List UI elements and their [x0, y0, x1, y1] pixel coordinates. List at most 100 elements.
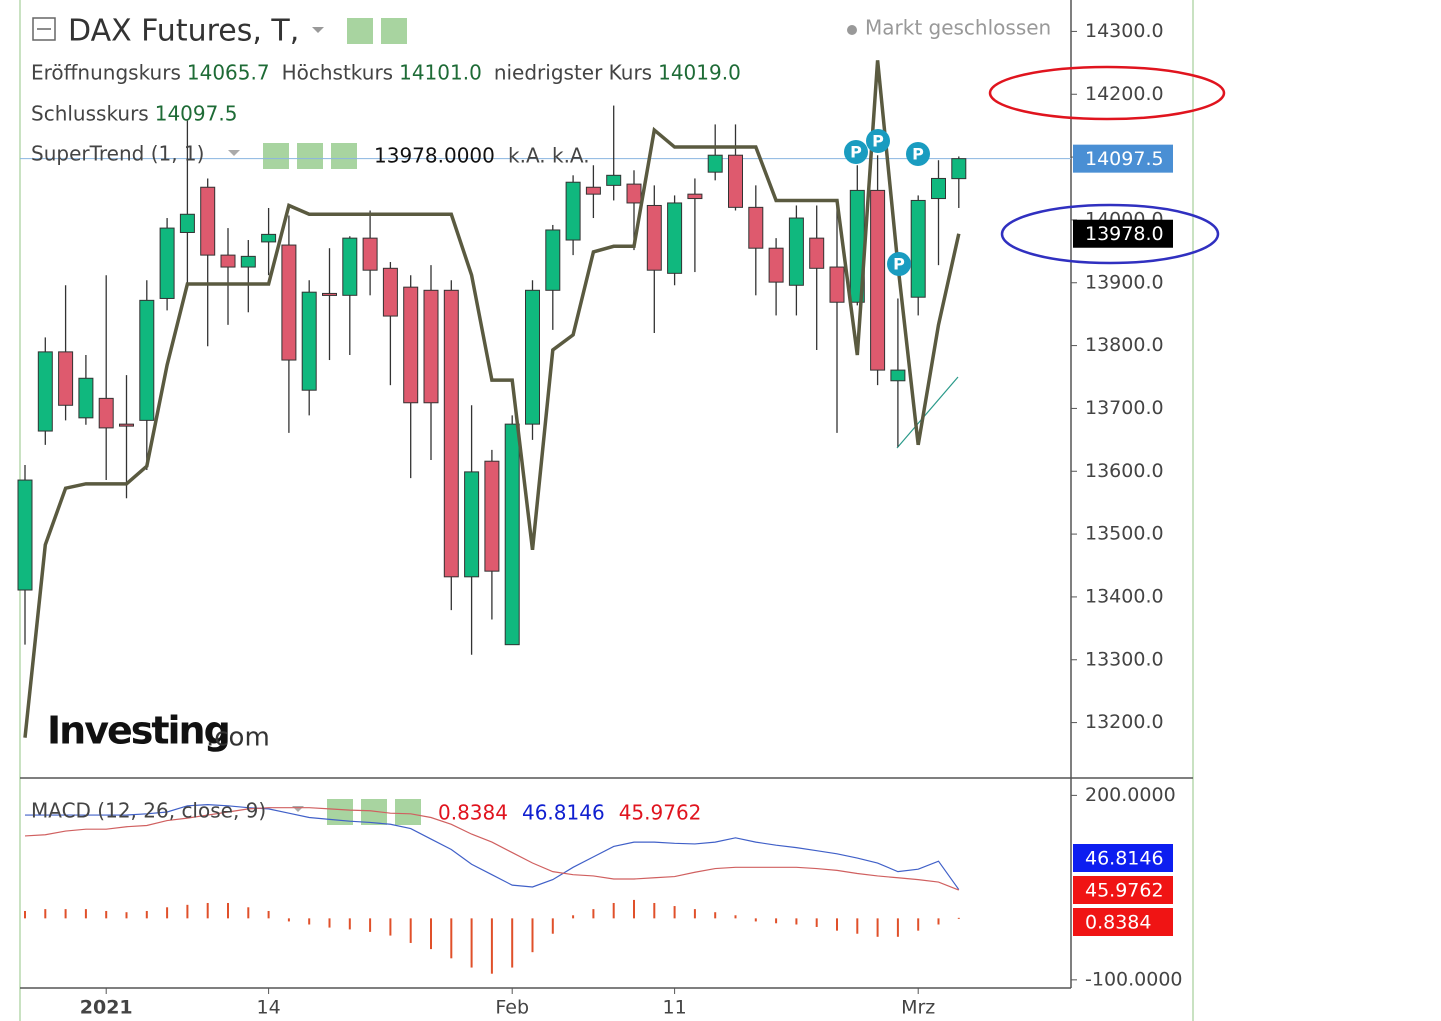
x-tick-label: 14: [257, 997, 281, 1019]
histogram-bar: [815, 918, 818, 927]
candle-body: [382, 267, 398, 317]
price-tag-label: 14097.5: [1085, 148, 1164, 170]
dropdown-arrow[interactable]: [228, 150, 240, 156]
candle-body: [98, 397, 114, 429]
y-tick-label: 13900.0: [1085, 271, 1164, 293]
remove-icon[interactable]: [331, 143, 357, 169]
watermark: Investing: [47, 709, 229, 753]
histogram-bar: [450, 918, 453, 959]
price-tag: [1073, 219, 1173, 248]
candle-body: [829, 266, 845, 303]
settings-icon[interactable]: [297, 143, 323, 169]
legend-value: 14101.0: [399, 61, 482, 85]
legend-value: 14065.7: [187, 61, 270, 85]
histogram-bar: [64, 909, 67, 919]
histogram-bar: [572, 915, 575, 919]
eye-icon[interactable]: [263, 143, 289, 169]
candle-body: [322, 292, 337, 296]
candle-body: [707, 154, 723, 173]
candle-body: [768, 247, 784, 283]
histogram-bar: [267, 910, 270, 919]
histogram-bar: [490, 918, 493, 974]
legend-value: 14097.5: [155, 102, 238, 126]
candle-body: [37, 351, 53, 432]
legend-label: niedrigster Kurs: [494, 61, 652, 85]
candle-body: [139, 299, 155, 421]
histogram-bar: [612, 902, 615, 919]
histogram-bar: [754, 918, 757, 922]
y-tick-label: 13500.0: [1085, 523, 1164, 545]
watermark: .com: [206, 723, 270, 753]
indicator-extra: k.A. k.A.: [508, 144, 590, 168]
histogram-bar: [633, 899, 635, 919]
histogram-bar: [693, 909, 696, 919]
candle-body: [179, 213, 195, 233]
status-dot: [847, 25, 857, 35]
y-tick-label: 13400.0: [1085, 585, 1164, 607]
legend-value: 46.8146: [522, 801, 605, 825]
candle-body: [362, 237, 378, 271]
histogram-bar: [389, 918, 392, 936]
candle-body: [504, 423, 520, 646]
highlight-ellipse: [988, 65, 1226, 121]
legend-value: 14019.0: [658, 61, 741, 85]
collapse-icon[interactable]: [32, 17, 56, 41]
candle-body: [565, 181, 581, 241]
dropdown-arrow[interactable]: [292, 806, 304, 812]
x-tick-label: Mrz: [901, 997, 935, 1019]
legend-value: 45.9762: [619, 801, 702, 825]
pivot-marker-letter: P: [850, 143, 862, 162]
candle-body: [78, 377, 94, 419]
price-tag-label: 46.8146: [1085, 848, 1164, 870]
price-tag-label: 13978.0: [1085, 223, 1164, 245]
candle-body: [464, 471, 480, 578]
histogram-bar: [247, 907, 250, 919]
legend-label: Schlusskurs: [31, 102, 149, 126]
histogram-bar: [937, 918, 940, 925]
candle-body: [17, 479, 33, 591]
histogram-bar: [511, 918, 514, 968]
histogram-bar: [348, 918, 351, 930]
x-tick-label: 11: [663, 997, 687, 1019]
histogram-bar: [227, 902, 229, 919]
histogram-bar: [876, 918, 879, 937]
price-tag-label: 0.8384: [1085, 912, 1151, 934]
histogram-bar: [24, 910, 26, 919]
candle-body: [585, 186, 601, 195]
histogram-bar: [470, 918, 473, 968]
indicator-name: MACD (12, 26, close, 9): [31, 799, 266, 823]
candle-body: [423, 289, 439, 404]
indicator-name: SuperTrend (1, 1): [31, 142, 204, 166]
price-tag: [1073, 908, 1173, 936]
candle-body: [728, 154, 743, 208]
histogram-bar: [714, 912, 717, 919]
market-status: Markt geschlossen: [865, 16, 1051, 40]
legend-value: 0.8384: [438, 801, 508, 825]
candle-body: [301, 291, 317, 391]
chart-title: DAX Futures, T,: [68, 14, 299, 49]
supertrend-line: [23, 60, 961, 738]
histogram-bar: [125, 912, 128, 919]
histogram-bar: [44, 909, 47, 919]
x-tick-label: Feb: [495, 997, 529, 1019]
pivot-marker: [906, 142, 930, 166]
y-tick-label: 14200.0: [1085, 83, 1164, 105]
eye-icon[interactable]: [347, 18, 373, 44]
y-tick-label: 14300.0: [1085, 20, 1164, 42]
y-tick-label: 13600.0: [1085, 460, 1164, 482]
candle-body: [667, 202, 683, 274]
settings-icon[interactable]: [381, 18, 407, 44]
dropdown-arrow[interactable]: [312, 27, 324, 33]
pivot-marker-letter: P: [893, 255, 905, 274]
histogram-bar: [206, 902, 209, 919]
price-tag: [1073, 876, 1173, 904]
candle-body: [545, 229, 561, 291]
histogram-bar: [653, 902, 656, 919]
pivot-marker-letter: P: [912, 145, 924, 164]
candle-body: [261, 233, 277, 243]
remove-icon[interactable]: [395, 799, 421, 825]
candle-body: [342, 237, 358, 296]
pivot-marker-letter: P: [872, 132, 884, 151]
histogram-bar: [105, 910, 108, 919]
